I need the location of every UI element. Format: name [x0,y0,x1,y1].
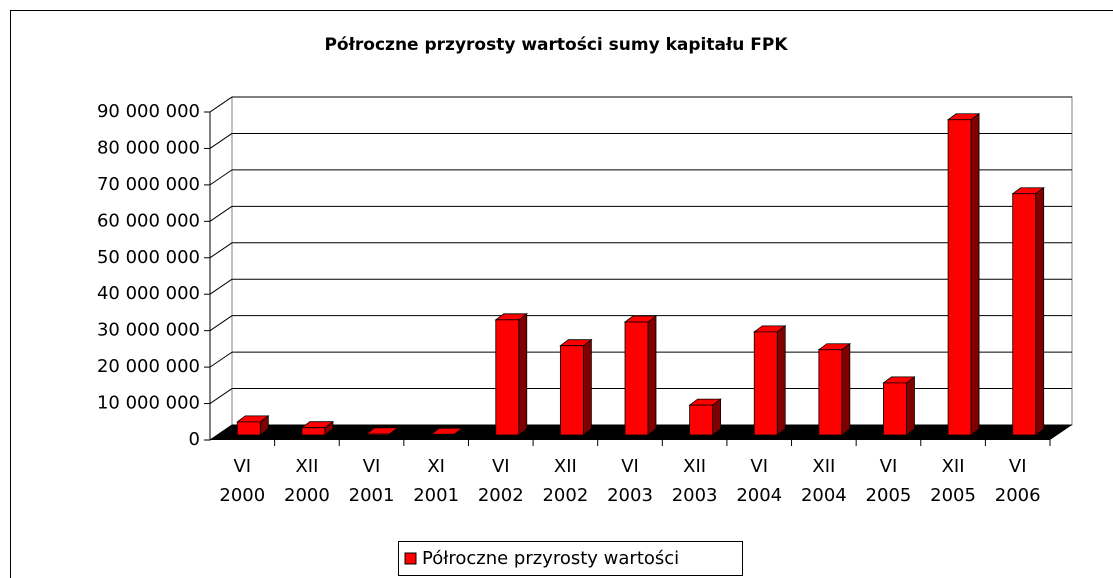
bar-side [1035,186,1045,436]
bar-front [559,345,584,436]
y-tick-label: 40 000 000 [97,283,200,304]
bar [365,427,399,436]
x-tick-label: VI [492,456,510,477]
y-tick-label: 30 000 000 [97,320,200,341]
y-tick-label: 80 000 000 [97,137,200,158]
x-tick-label: VI [363,456,381,477]
bar [817,342,852,436]
x-tick-label: XII [683,456,706,477]
x-tick-label: VI [233,456,251,477]
chart-title: Półroczne przyrosty wartości sumy kapita… [324,35,788,55]
y-tick-label: 20 000 000 [97,356,200,377]
legend: Półroczne przyrosty wartości [398,541,743,576]
bar-front [366,433,390,436]
bar-side [906,376,915,436]
bar [429,427,464,436]
x-tick-label: 2003 [672,485,718,506]
side-wall [209,96,233,441]
bar [236,415,270,436]
legend-label: Półroczne przyrosty wartości [422,548,679,569]
y-tick-label: 70 000 000 [97,174,200,195]
x-tick-label: XI [427,456,445,477]
bar-side [776,325,786,436]
grid-line [209,278,233,295]
bar-side [518,313,528,436]
grid-line [209,388,233,404]
x-tick-label: 2002 [542,485,588,506]
bar [753,325,787,436]
grid-line [209,169,233,186]
bar-side [647,315,657,436]
bar-front [301,427,326,436]
bar-front [818,349,843,436]
x-tick-label: XII [554,456,577,477]
grid-line [209,351,233,368]
bar-front [753,331,778,436]
bar-front [236,421,261,436]
bar-side [582,338,592,436]
x-tick-label: 2005 [930,485,976,506]
bar [559,338,593,436]
x-tick-label: VI [750,456,768,477]
bar [623,315,658,436]
x-tick-label: XII [812,456,835,477]
bar-side [970,112,980,436]
y-tick-label: 0 [189,429,200,450]
bar-front [430,433,455,436]
grid-line [209,242,233,259]
bar-front [624,321,649,436]
bar-side [841,342,851,436]
grid-line [209,133,233,149]
bar [946,112,981,436]
bar-front [1012,193,1037,436]
grid-line [209,315,233,332]
bar [300,420,335,436]
bar-front [947,119,972,436]
bar [1011,186,1045,436]
x-tick-label: VI [621,456,639,477]
bar-front [883,382,907,436]
x-tick-label: 2004 [736,485,782,506]
y-tick-label: 10 000 000 [97,393,200,414]
x-tick-label: 2000 [219,485,265,506]
bar-front [495,319,520,436]
bar-front [689,404,714,436]
legend-swatch [404,552,417,565]
x-tick-label: VI [1009,456,1027,477]
bar [882,376,916,436]
x-tick-label: 2001 [413,485,459,506]
y-tick-label: 50 000 000 [97,247,200,268]
x-tick-label: 2005 [866,485,912,506]
bar [688,398,722,436]
grid-line [209,205,233,222]
bar [494,313,528,436]
x-tick-label: 2006 [995,485,1041,506]
x-tick-label: 2000 [284,485,330,506]
grid-line [209,96,233,113]
y-tick-label: 60 000 000 [97,210,200,231]
x-tick-label: XII [295,456,318,477]
x-tick-label: VI [880,456,898,477]
x-tick-label: 2004 [801,485,847,506]
x-tick-label: 2002 [478,485,524,506]
x-tick-label: 2001 [349,485,395,506]
legend-box [398,541,743,576]
x-tick-label: XII [942,456,965,477]
y-tick-label: 90 000 000 [97,101,200,122]
x-tick-label: 2003 [607,485,653,506]
